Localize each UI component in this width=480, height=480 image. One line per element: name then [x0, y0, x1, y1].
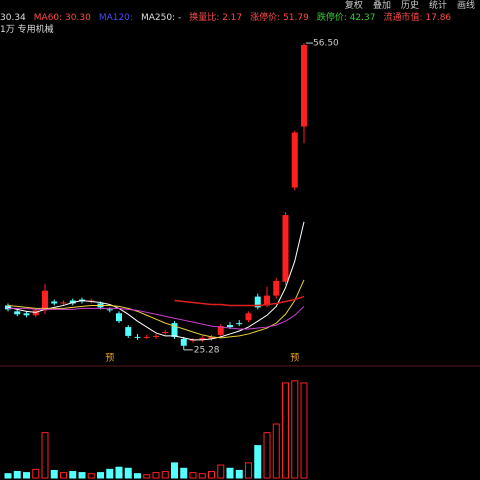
event-marker: 预 [290, 353, 299, 364]
candle-body [273, 280, 280, 296]
volume-bar [69, 471, 77, 479]
volume-bar [143, 474, 151, 479]
candle-body [60, 302, 67, 304]
candle-body [23, 313, 30, 316]
ma-line [8, 306, 305, 330]
volume-bar [180, 467, 188, 479]
candle-body [162, 331, 169, 333]
volume-bar [60, 472, 67, 479]
header-item: 涨停价: 51.79 [250, 13, 309, 23]
volume-bar [263, 432, 271, 479]
volume-bar [4, 473, 12, 479]
candle-body [51, 301, 58, 304]
header-item: MA60: 30.30 [33, 13, 91, 23]
header-item: 换量比: 2.17 [189, 13, 243, 23]
toolbar: 复权 叠加 历史 统计 画线 [340, 0, 480, 12]
volume-bar [291, 380, 299, 479]
volume-bar [106, 468, 114, 479]
volume-bar [97, 472, 104, 479]
ma-line [7, 279, 305, 339]
volume-bar [13, 471, 21, 479]
volume-bar [272, 423, 280, 479]
candle-body [153, 335, 159, 337]
candle-body [236, 323, 243, 325]
candle-body [282, 215, 289, 282]
volume-bar [208, 471, 215, 479]
volume-bar [198, 473, 206, 479]
toolbar-button[interactable]: 画线 [456, 1, 475, 11]
candle-body [254, 296, 261, 308]
min-label: 25.28 [194, 345, 220, 355]
max-label: 56.50 [313, 39, 339, 49]
volume-bar [50, 469, 58, 479]
candle-body [5, 305, 11, 310]
volume-bar [189, 472, 197, 479]
header-item: MA120: [98, 13, 133, 23]
candle-body [42, 290, 48, 311]
header-item: MA250: - [140, 13, 182, 23]
volume-bar [171, 462, 178, 479]
candle-body [217, 326, 224, 335]
volume-bar [161, 471, 169, 479]
volume-bar [300, 382, 308, 479]
candle-body [134, 336, 141, 338]
volume-bar [235, 469, 243, 479]
volume-bar [41, 432, 49, 479]
subtitle: 1万 专用机械 [0, 25, 54, 35]
header-item: 30.34 [0, 13, 26, 23]
volume-bar [134, 473, 141, 479]
candle-body [301, 45, 307, 127]
header-item: 流通市值: 17.86 [383, 13, 452, 23]
event-marker: 预 [105, 353, 114, 364]
volume-bar [115, 466, 123, 479]
candle-body [291, 132, 298, 188]
volume-bar [124, 467, 132, 479]
volume-bar [87, 473, 95, 479]
candle-body [208, 336, 215, 339]
candle-body [264, 295, 270, 306]
volume-bar [78, 472, 86, 479]
volume-bar [217, 464, 225, 479]
volume-bar [254, 445, 262, 479]
candle-body [143, 336, 150, 338]
candle-body [245, 313, 252, 321]
header: 30.34 MA60: 30.30 MA120: MA250: - 换量比: 2.17 涨… [0, 12, 451, 24]
header-item: 跌停价: 42.37 [316, 13, 376, 23]
volume-bar [282, 382, 289, 479]
ma-line [174, 295, 305, 307]
candle-body [106, 309, 113, 311]
volume-bar [226, 467, 234, 479]
ma-line [7, 221, 305, 341]
volume-bar [245, 462, 252, 479]
toolbar-button[interactable]: 统计 [428, 1, 447, 11]
toolbar-button[interactable]: 复权 [344, 1, 363, 11]
candle-body [14, 311, 21, 315]
volume-bar [152, 472, 160, 479]
candle-body [180, 338, 187, 346]
candle-body [171, 323, 178, 337]
volume-bar [32, 468, 40, 479]
candle-body [227, 325, 233, 328]
toolbar-button[interactable]: 叠加 [372, 1, 391, 11]
candle-body [125, 327, 132, 336]
candle-body [199, 337, 206, 340]
candle-body [116, 313, 122, 322]
volume-bar [23, 472, 30, 479]
toolbar-button[interactable]: 历史 [400, 1, 419, 11]
